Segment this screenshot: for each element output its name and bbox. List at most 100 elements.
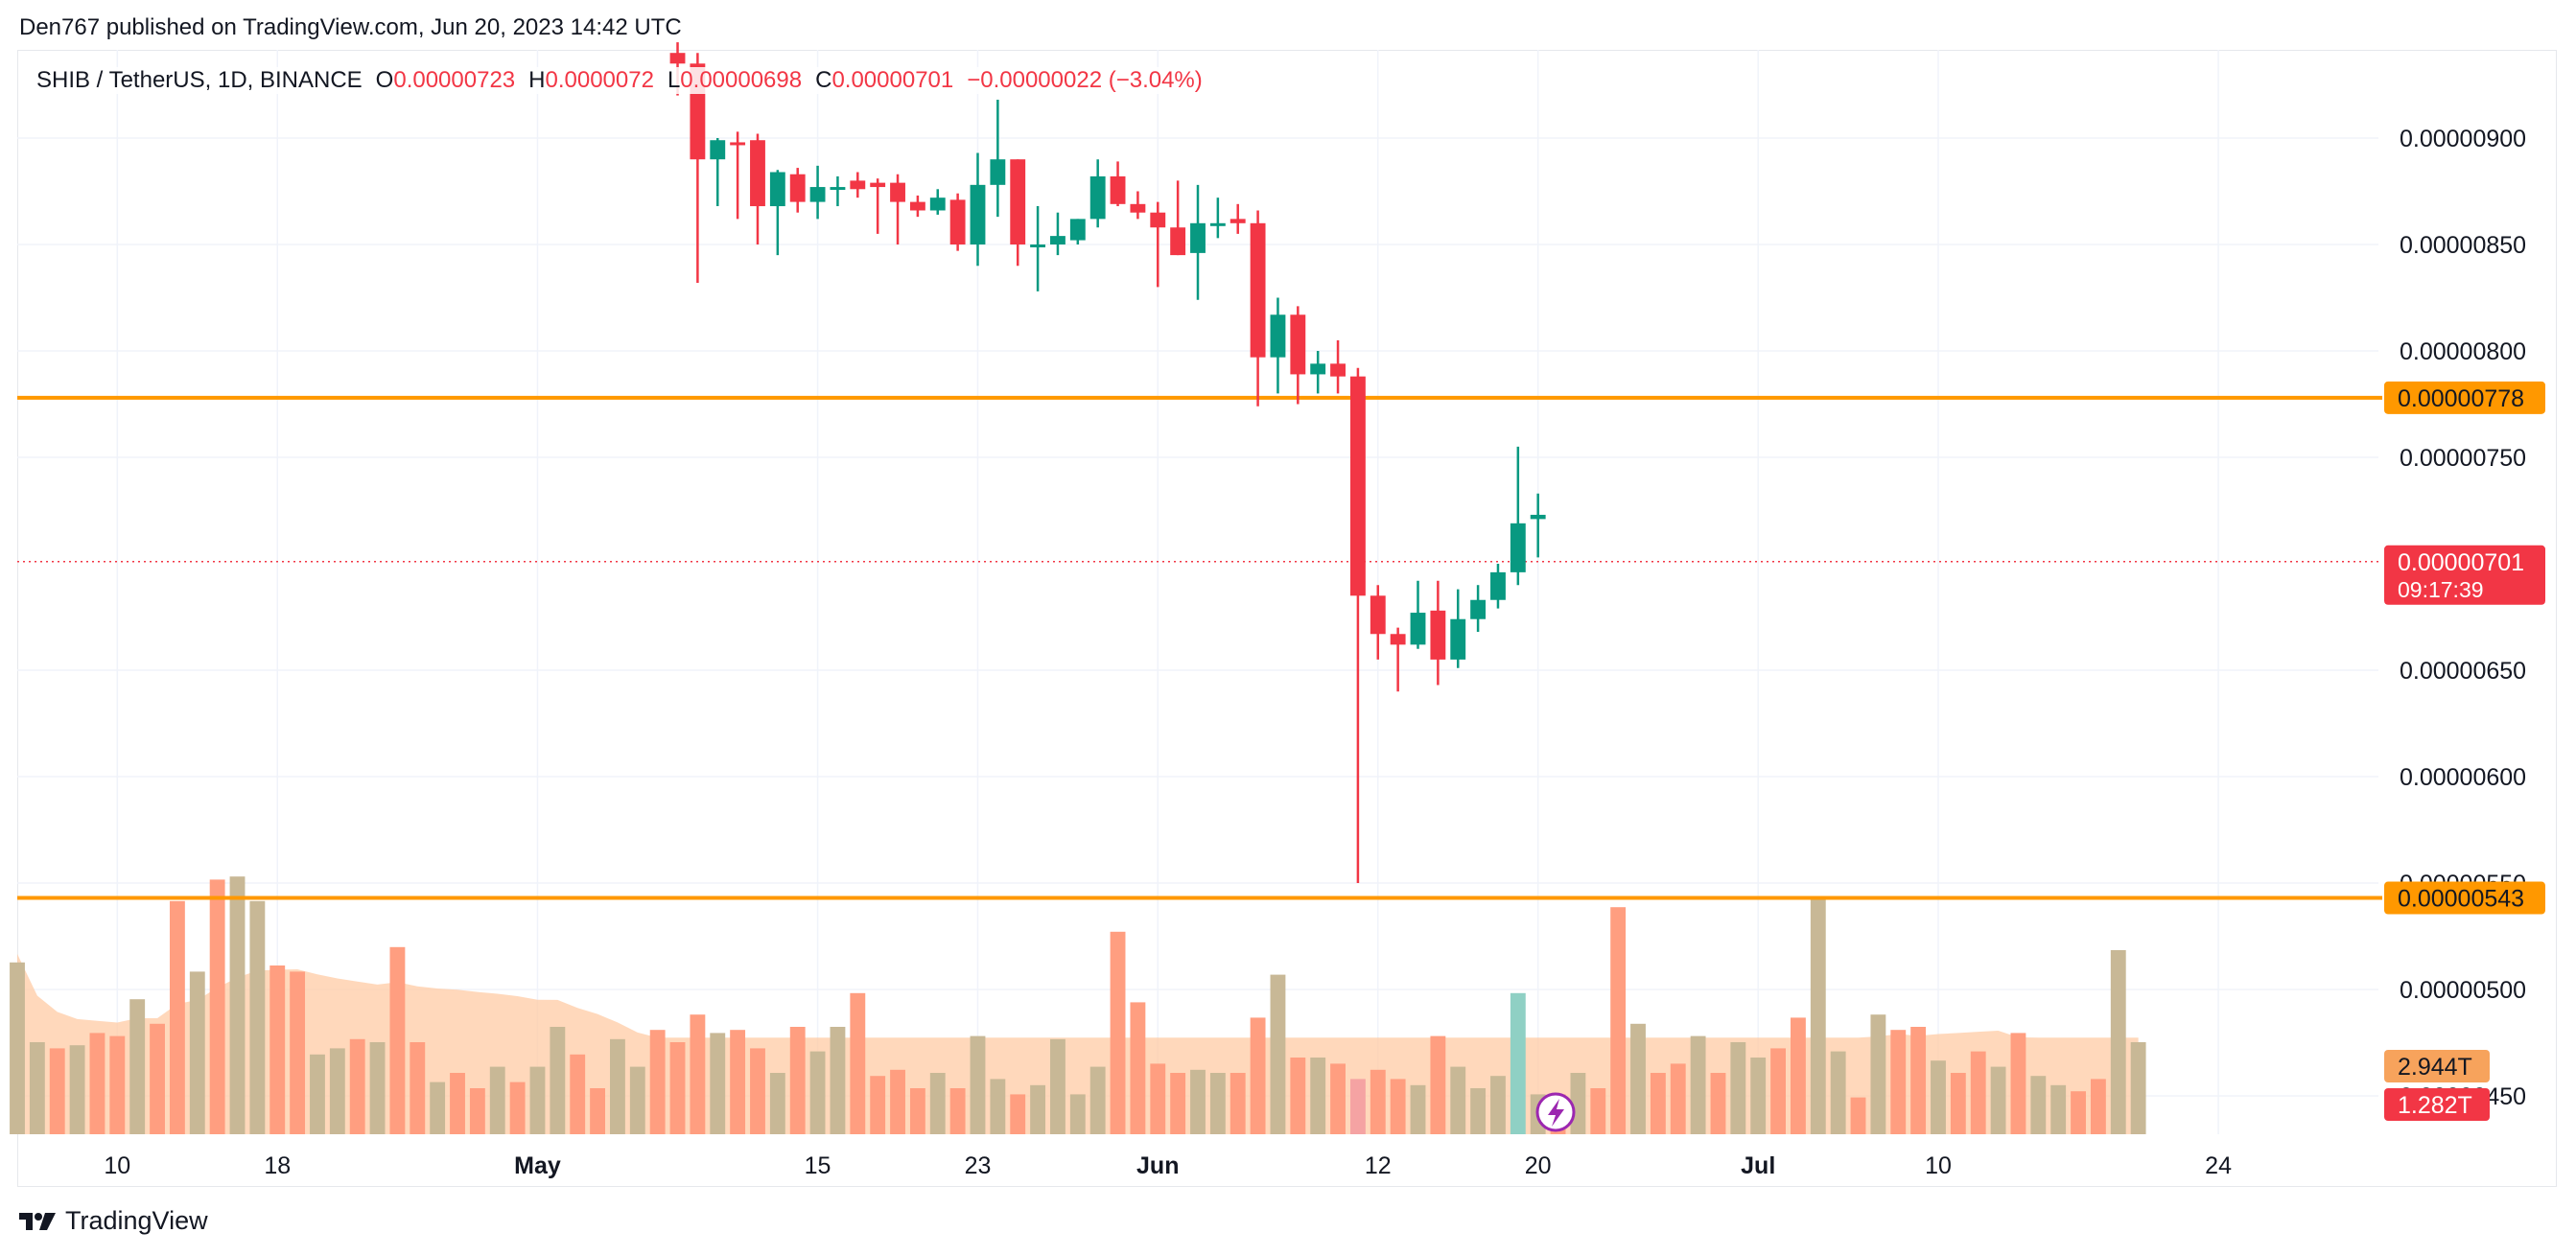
legend-low-value: 0.00000698 (680, 67, 803, 93)
volume-bar (10, 962, 25, 1134)
volume-bar (1610, 907, 1627, 1134)
publisher-line: Den767 published on TradingView.com, Jun… (19, 14, 682, 40)
volume-bar (1050, 1038, 1066, 1134)
volume-bar (550, 1027, 566, 1134)
volume-tag (2384, 1050, 2490, 1082)
candle (1390, 627, 1406, 692)
candle (870, 178, 886, 234)
volume-bar (769, 1073, 785, 1134)
volume-bar (209, 879, 225, 1134)
volume-bar (1630, 1023, 1646, 1134)
volume-bar (2010, 1033, 2026, 1134)
x-tick-label: 23 (965, 1152, 992, 1179)
volume-bar (1810, 897, 1826, 1134)
lightning-icon[interactable] (1535, 1092, 1576, 1132)
volume-bar (389, 946, 406, 1134)
x-tick-label: May (514, 1152, 561, 1179)
volume-bar (1750, 1058, 1767, 1134)
volume-bar (269, 965, 286, 1134)
volume-bar (1410, 1084, 1426, 1134)
level-layer (17, 395, 2382, 900)
volume-bar (1570, 1073, 1586, 1134)
volume-bar (949, 1088, 966, 1134)
symbol-legend: SHIB / TetherUS, 1D, BINANCE O0.00000723 H… (33, 67, 1220, 94)
level-tag (2384, 381, 2545, 414)
volume-bar (329, 1048, 345, 1134)
volume-bar (1890, 1030, 1907, 1134)
volume-ma-area (17, 953, 2139, 1134)
candle-body (750, 140, 765, 207)
candle (830, 175, 846, 207)
volume-bar (129, 999, 146, 1134)
volume-bar (2050, 1084, 2067, 1134)
candle-body (730, 142, 746, 146)
chart-frame (17, 50, 2557, 1187)
candle-body (1110, 175, 1126, 204)
volume-bar (1931, 1060, 1946, 1134)
candle (1050, 212, 1066, 256)
candle-body (1490, 571, 1506, 600)
volume-bar (1130, 1002, 1146, 1134)
volume-bar (1710, 1073, 1726, 1134)
volume-bar (369, 1042, 386, 1134)
volume-bar (2071, 1091, 2086, 1134)
candle-body (909, 201, 925, 211)
candle-body (1209, 222, 1226, 226)
volume-bar (1870, 1014, 1886, 1134)
candle-body (809, 187, 826, 202)
volume-bar (929, 1073, 946, 1134)
volume-bar (1910, 1027, 1927, 1134)
y-tick-label: 0.00000650 (2400, 658, 2526, 685)
volume-bar (290, 971, 306, 1134)
volume-bar (109, 1035, 126, 1134)
candle-body (1130, 203, 1146, 213)
candle-body (1250, 222, 1266, 358)
x-tick-label: 15 (805, 1152, 831, 1179)
volume-bar (1730, 1042, 1746, 1134)
volume-bar (870, 1076, 886, 1134)
volume-bar (1590, 1088, 1606, 1134)
volume-bar (669, 1042, 686, 1134)
volume-bar (1170, 1073, 1186, 1134)
volume-bar (1510, 992, 1526, 1134)
candle (929, 189, 946, 215)
volume-bar (1229, 1073, 1246, 1134)
volume-bar (1690, 1035, 1706, 1134)
volume-bar (890, 1069, 905, 1134)
volume-bar (710, 1033, 726, 1134)
last-price-tag (2384, 545, 2545, 605)
x-tick-label: Jun (1136, 1152, 1179, 1179)
volume-layer (10, 876, 2146, 1134)
y-tick-label: 0.00000800 (2400, 338, 2526, 365)
y-tick-label: 0.00000900 (2400, 126, 2526, 152)
candle-body (850, 180, 866, 190)
volume-bar (1069, 1094, 1086, 1134)
volume-bar (1349, 1079, 1366, 1134)
level-tag (2384, 881, 2545, 915)
candle-body (1390, 634, 1406, 645)
volume-bar (1670, 1063, 1686, 1134)
volume-bar (629, 1066, 645, 1134)
volume-bar (529, 1066, 546, 1134)
volume-bar (1010, 1094, 1026, 1134)
x-tick-label: 12 (1365, 1152, 1392, 1179)
y-tick-label: 0.00000850 (2400, 232, 2526, 259)
legend-open-value: 0.00000723 (393, 67, 516, 93)
volume-bar (789, 1027, 806, 1134)
candle (1310, 351, 1326, 394)
tradingview-footer[interactable]: TradingView (19, 1206, 208, 1236)
candle-body (1450, 618, 1466, 660)
x-tick-label: 24 (2205, 1152, 2232, 1179)
legend-high-label: H (528, 67, 546, 93)
candle-body (1310, 363, 1326, 375)
candle (1370, 585, 1386, 660)
volume-bar (229, 876, 246, 1134)
candle-body (1229, 219, 1246, 223)
volume-bar (809, 1051, 826, 1134)
volume-bar (1390, 1079, 1406, 1134)
legend-symbol[interactable]: SHIB / TetherUS, 1D, BINANCE (36, 67, 363, 93)
candle (1089, 159, 1106, 228)
volume-bar (1190, 1069, 1206, 1134)
candle-body (789, 174, 806, 202)
